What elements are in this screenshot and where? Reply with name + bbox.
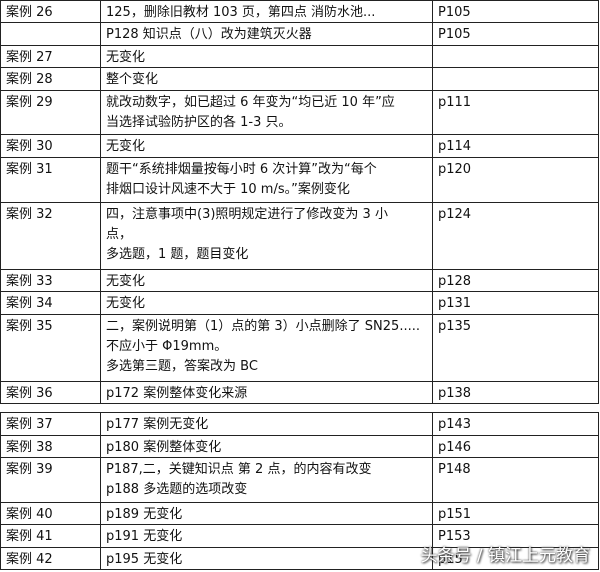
page-cell: p15 xyxy=(432,546,599,570)
case-cell: 案例 31 xyxy=(0,156,101,203)
case-cell: 案例 42 xyxy=(0,546,101,570)
content-cell: p189 无变化 xyxy=(100,501,433,526)
content-cell: 无变化 xyxy=(100,44,433,69)
page-cell: p128 xyxy=(432,268,599,293)
content-line: 整个变化 xyxy=(106,72,159,88)
case-cell: 案例 33 xyxy=(0,268,101,293)
content-line: p172 案例整体变化来源 xyxy=(106,385,248,401)
content-cell: 整个变化 xyxy=(100,67,433,91)
page-cell: P148 xyxy=(432,457,599,503)
content-cell: 题干“系统排烟量按每小时 6 次计算”改为“每个 排烟口设计风速不大于 10 m/… xyxy=(100,156,433,203)
page-cell: p143 xyxy=(432,412,599,436)
page-cell: p131 xyxy=(432,291,599,315)
content-line: p180 案例整体变化 xyxy=(106,439,222,455)
page-cell: p124 xyxy=(432,201,599,270)
content-line: 排烟口设计风速不大于 10 m/s。”案例变化 xyxy=(106,181,350,197)
page-cell: p146 xyxy=(432,434,599,458)
content-cell: 125，删除旧教材 103 页，第四点 消防水池... xyxy=(100,0,433,24)
case-cell: 案例 32 xyxy=(0,201,101,270)
content-line: P187,二，关键知识点 第 2 点，的内容有改变 xyxy=(106,462,372,477)
case-cell: 案例 26 xyxy=(0,0,101,24)
content-line: 就改动数字，如已超过 6 年变为“均已近 10 年”应 xyxy=(106,94,395,110)
content-line: 多选题，1 题，题目变化 xyxy=(106,246,249,262)
case-cell: 案例 34 xyxy=(0,291,101,315)
page-cell: P105 xyxy=(432,0,599,24)
content-line: 无变化 xyxy=(106,49,146,65)
case-cell: 案例 40 xyxy=(0,501,101,526)
content-line: 二，案例说明第（1）点的第 3）小点删除了 SN25..... xyxy=(106,318,420,334)
content-line: 当选择试验防护区的各 1-3 只。 xyxy=(106,114,292,130)
case-cell: 案例 29 xyxy=(0,89,101,136)
content-line: 不应小于 Φ19mm。 xyxy=(106,338,228,354)
content-cell: p180 案例整体变化 xyxy=(100,434,433,458)
case-cell: 案例 36 xyxy=(0,380,101,405)
page-cell: P105 xyxy=(432,22,599,46)
content-line: 无变化 xyxy=(106,273,146,289)
content-line: p195 无变化 xyxy=(106,551,183,567)
content-line: P128 知识点（八）改为建筑灭火器 xyxy=(106,27,312,43)
page-cell: p120 xyxy=(432,156,599,203)
page-cell: p135 xyxy=(432,313,599,382)
content-cell: 无变化 xyxy=(100,291,433,315)
content-cell: P128 知识点（八）改为建筑灭火器 xyxy=(100,22,433,46)
content-cell: 四，注意事项中(3)照明规定进行了修改变为 3 小点， 多选题，1 题，题目变化 xyxy=(100,201,433,270)
case-cell: 案例 27 xyxy=(0,44,101,69)
content-line: p189 无变化 xyxy=(106,506,183,522)
case-cell xyxy=(0,22,101,46)
page-cell: p138 xyxy=(432,380,599,405)
content-line: 无变化 xyxy=(106,139,146,155)
page-cell xyxy=(432,44,599,69)
content-cell: P187,二，关键知识点 第 2 点，的内容有改变 p188 多选题的选项改变 xyxy=(100,457,433,503)
content-line: 多选第三题，答案改为 BC xyxy=(106,358,258,374)
case-cell: 案例 39 xyxy=(0,457,101,503)
case-cell: 案例 35 xyxy=(0,313,101,382)
content-cell: 无变化 xyxy=(100,134,433,158)
content-line: 125，删除旧教材 103 页，第四点 消防水池... xyxy=(106,5,376,20)
content-cell: 就改动数字，如已超过 6 年变为“均已近 10 年”应 当选择试验防护区的各 1-… xyxy=(100,89,433,136)
content-cell: p172 案例整体变化来源 xyxy=(100,380,433,405)
case-cell: 案例 41 xyxy=(0,524,101,548)
case-cell: 案例 28 xyxy=(0,67,101,91)
page-cell xyxy=(432,67,599,91)
page-cell: p114 xyxy=(432,134,599,158)
content-cell: p195 无变化 xyxy=(100,546,433,570)
page-cell: p151 xyxy=(432,501,599,526)
case-cell: 案例 38 xyxy=(0,434,101,458)
case-cell: 案例 30 xyxy=(0,134,101,158)
content-line: 无变化 xyxy=(106,296,146,312)
content-line: 四，注意事项中(3)照明规定进行了修改变为 3 小 xyxy=(106,206,388,222)
content-line: p177 案例无变化 xyxy=(106,417,209,433)
watermark: 头条号 / 镇江上元教育 xyxy=(420,546,590,566)
content-cell: 二，案例说明第（1）点的第 3）小点删除了 SN25..... 不应小于 Φ19m… xyxy=(100,313,433,382)
page-cell: p111 xyxy=(432,89,599,136)
content-line: 题干“系统排烟量按每小时 6 次计算”改为“每个 xyxy=(106,161,377,177)
content-cell: 无变化 xyxy=(100,268,433,293)
content-line: 点， xyxy=(106,226,133,242)
case-cell: 案例 37 xyxy=(0,412,101,436)
content-cell: p177 案例无变化 xyxy=(100,412,433,436)
content-line: p191 无变化 xyxy=(106,529,183,545)
content-line: p188 多选题的选项改变 xyxy=(106,482,248,497)
content-cell: p191 无变化 xyxy=(100,524,433,548)
